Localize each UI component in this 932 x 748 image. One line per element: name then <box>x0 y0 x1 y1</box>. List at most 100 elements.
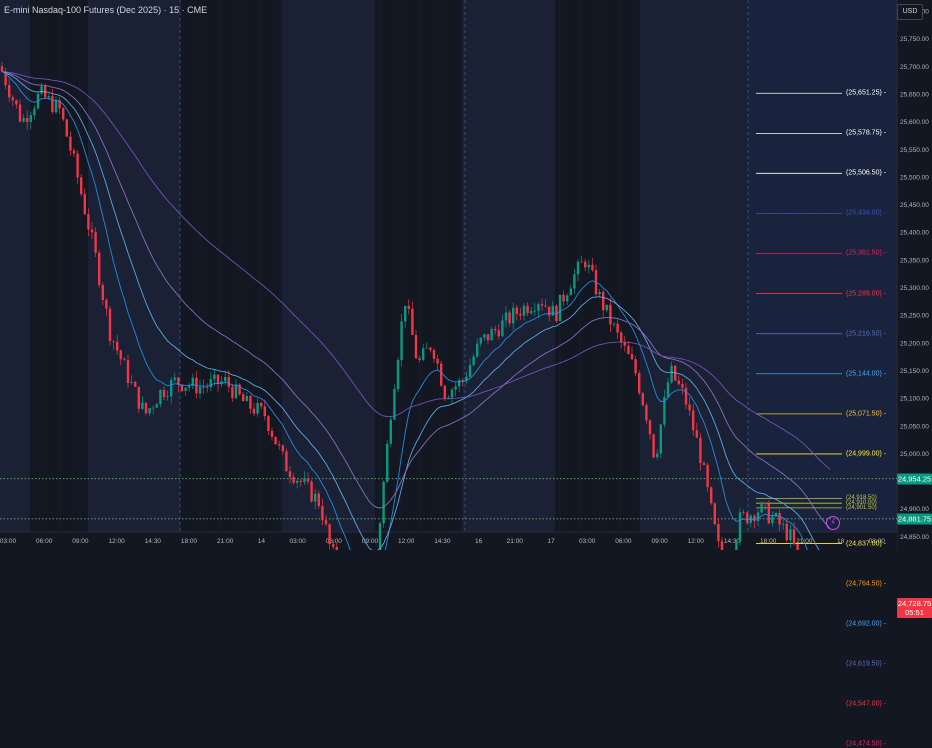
candle-body <box>335 546 338 550</box>
candle-body <box>476 343 479 357</box>
candle-body <box>566 295 569 302</box>
candle-body <box>8 85 11 98</box>
candle-body <box>688 404 691 411</box>
candle-body <box>274 436 277 445</box>
time-tick-label: 03:00 <box>289 538 306 545</box>
candle-body <box>393 389 396 420</box>
candle-body <box>609 304 612 325</box>
candle-body <box>670 365 673 383</box>
candle-body <box>170 379 173 397</box>
price-tick-label: 25,650.00 <box>900 91 929 98</box>
candle-body <box>33 108 36 116</box>
price-tick-label: 25,550.00 <box>900 147 929 154</box>
time-tick-label: 21:00 <box>796 538 813 545</box>
candle-body <box>296 480 299 483</box>
price-tick-label: 25,250.00 <box>900 313 929 320</box>
candle-body <box>699 437 702 464</box>
lightning-icon[interactable]: ⚡ <box>826 516 840 530</box>
candle-body <box>497 330 500 337</box>
candle-body <box>58 99 61 109</box>
time-tick-label: 09:00 <box>72 538 89 545</box>
candle-body <box>224 377 227 382</box>
candle-body <box>198 387 202 394</box>
candle-body <box>108 308 112 342</box>
candle-body <box>569 288 572 296</box>
candle-body <box>317 493 320 507</box>
candle-body <box>630 354 634 360</box>
candle-body <box>515 307 518 314</box>
candle-body <box>648 420 652 435</box>
candle-body <box>483 334 486 338</box>
session-band <box>282 0 375 532</box>
level-label: (25,144.00) - <box>846 370 887 378</box>
bar-countdown: 05:51 <box>905 608 924 618</box>
candle-body <box>144 402 148 414</box>
candle-body <box>796 544 799 550</box>
candle-body <box>231 386 234 399</box>
candle-body <box>735 541 738 550</box>
candle-body <box>159 389 162 405</box>
candle-body <box>389 419 392 444</box>
candle-body <box>494 328 497 331</box>
currency-button[interactable]: USD <box>897 4 923 20</box>
candle-body <box>396 359 400 390</box>
candle-body <box>522 305 526 316</box>
chart-canvas[interactable]: 25,800.0025,750.0025,700.0025,650.0025,6… <box>0 0 932 550</box>
candle-body <box>764 502 767 504</box>
session-band <box>88 0 180 532</box>
candle-body <box>15 100 18 105</box>
moving-average-line <box>1 71 808 550</box>
candle-body <box>479 337 482 344</box>
level-label: (25,216.50) - <box>846 330 887 338</box>
candle-body <box>180 384 184 391</box>
candle-body <box>587 264 590 268</box>
session-band <box>640 0 748 532</box>
candle-body <box>18 104 22 122</box>
price-tick-label: 25,000.00 <box>900 451 929 458</box>
price-tick-label: 25,350.00 <box>900 257 929 264</box>
candle-body <box>468 365 472 377</box>
candle-body <box>533 310 536 312</box>
candle-body <box>602 291 605 311</box>
time-tick-label: 06:00 <box>326 538 343 545</box>
candle-body <box>256 402 259 414</box>
candle-body <box>584 261 587 268</box>
candle-body <box>634 359 637 374</box>
candle-body <box>141 402 144 409</box>
candle-body <box>756 512 760 522</box>
price-axis <box>897 0 932 550</box>
candle-body <box>767 503 770 524</box>
candle-body <box>684 387 688 405</box>
candle-body <box>458 380 461 387</box>
level-label: (25,506.50) - <box>846 169 887 177</box>
level-label: (25,071.50) - <box>846 410 887 418</box>
level-label: (24,474.50) - <box>846 740 887 748</box>
candle-body <box>573 274 576 289</box>
candle-body <box>87 214 90 230</box>
price-level-badge: 24,954.25 <box>897 473 932 485</box>
candle-body <box>623 342 626 346</box>
candle-body <box>245 395 248 402</box>
candle-body <box>26 118 29 123</box>
candle-body <box>551 305 554 316</box>
price-level-badge: 24,881.75 <box>897 513 932 525</box>
candle-body <box>720 541 724 550</box>
price-tick-label: 25,050.00 <box>900 423 929 430</box>
candle-body <box>378 523 382 550</box>
candle-body <box>490 328 493 341</box>
symbol-title: E-mini Nasdaq-100 Futures (Dec 2025) · 1… <box>4 5 208 15</box>
candle-body <box>130 382 133 384</box>
candle-body <box>213 374 216 380</box>
candle-body <box>321 506 324 521</box>
time-tick-label: 12:00 <box>398 538 415 545</box>
time-tick-label: 14:30 <box>724 538 741 545</box>
candle-body <box>677 380 680 385</box>
candle-body <box>386 443 389 482</box>
candle-body <box>155 404 158 408</box>
candle-body <box>249 395 252 409</box>
candle-body <box>72 150 76 154</box>
candle-body <box>530 311 533 314</box>
candle-body <box>242 394 245 402</box>
cluster-level-label: (24,901.50) <box>846 504 877 511</box>
